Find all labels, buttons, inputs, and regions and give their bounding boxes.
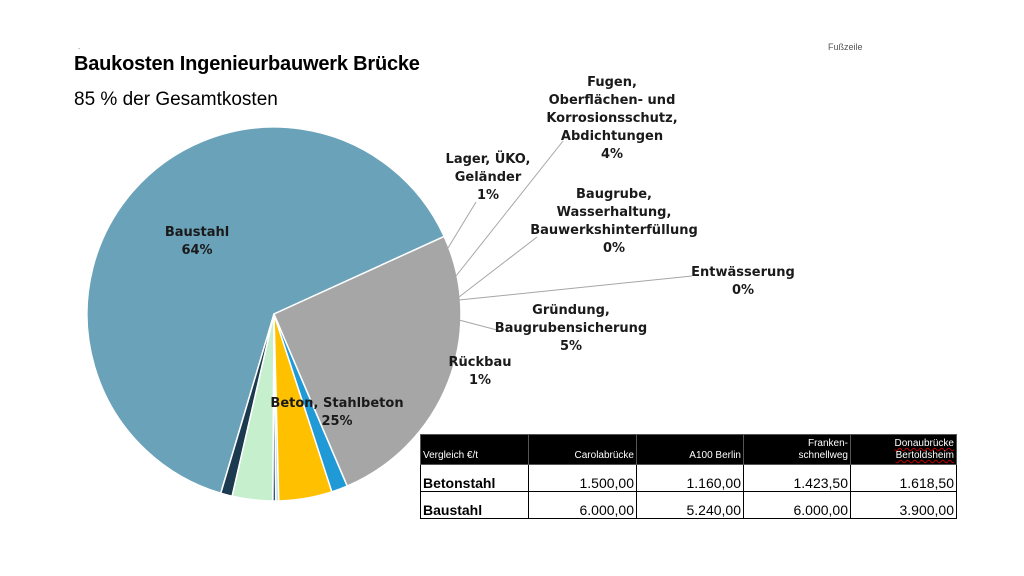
comparison-table: Vergleich €/t Carolabrücke A100 Berlin F… [420, 434, 957, 519]
table-cell: 1.618,50 [850, 464, 957, 492]
slice-label-1: Baustahl 64% [165, 225, 229, 258]
slide-subtitle: 85 % der Gesamtkosten [74, 89, 278, 110]
slice-label-5: Entwässerung 0% [691, 265, 795, 298]
table-header-cell: Vergleich €/t [420, 434, 529, 465]
table-row-label: Baustahl [420, 491, 529, 519]
table-cell: 6.000,00 [528, 491, 637, 519]
table-cell: 3.900,00 [850, 491, 957, 519]
leader-line-2 [447, 201, 477, 249]
table-header-cell: A100 Berlin [636, 434, 744, 465]
table-header-cell: Carolabrücke [528, 434, 637, 465]
table-header-row: Vergleich €/t Carolabrücke A100 Berlin F… [420, 434, 957, 465]
table-cell: 1.423,50 [743, 464, 851, 492]
leader-line-4 [458, 236, 538, 298]
slice-label-6: Gründung, Baugrubensicherung 5% [495, 303, 647, 354]
pie-slice-8 [273, 235, 462, 488]
slice-label-7: Rückbau 1% [449, 355, 512, 388]
leader-line-3 [455, 140, 564, 277]
slice-label-4: Baugrube, Wasserhaltung, Bauwerkshinterfül… [530, 187, 698, 256]
table-cell: 1.160,00 [636, 464, 744, 492]
header-donau: Donaubrücke Bertoldsheim [894, 438, 954, 461]
leader-line-5 [458, 275, 693, 301]
pie-slice-1 [86, 126, 446, 495]
table-cell: 5.240,00 [636, 491, 744, 519]
table-cell: 1.500,00 [528, 464, 637, 492]
header-franken: Franken- schnellweg [798, 438, 848, 461]
table-row-label: Betonstahl [420, 464, 529, 492]
table-cell: 6.000,00 [743, 491, 851, 519]
slide-title: Baukosten Ingenieurbauwerk Brücke [74, 53, 420, 75]
slice-label-3: Fugen, Oberflächen- und Korrosionsschutz, A… [546, 75, 677, 162]
footer-mark: Fußzeile [828, 42, 863, 52]
slice-label-2: Lager, ÜKO, Geländer 1% [446, 151, 531, 203]
table-row: Baustahl 6.000,00 5.240,00 6.000,00 3.90… [420, 491, 957, 519]
leader-line-6 [458, 319, 498, 331]
table-header-cell: Franken- schnellweg [743, 434, 851, 465]
table-row: Betonstahl 1.500,00 1.160,00 1.423,50 1.… [420, 464, 957, 492]
corner-dot: . [78, 42, 81, 51]
table-header-cell: Donaubrücke Bertoldsheim [850, 434, 957, 465]
slice-label-8: Beton, Stahlbeton 25% [270, 396, 403, 429]
